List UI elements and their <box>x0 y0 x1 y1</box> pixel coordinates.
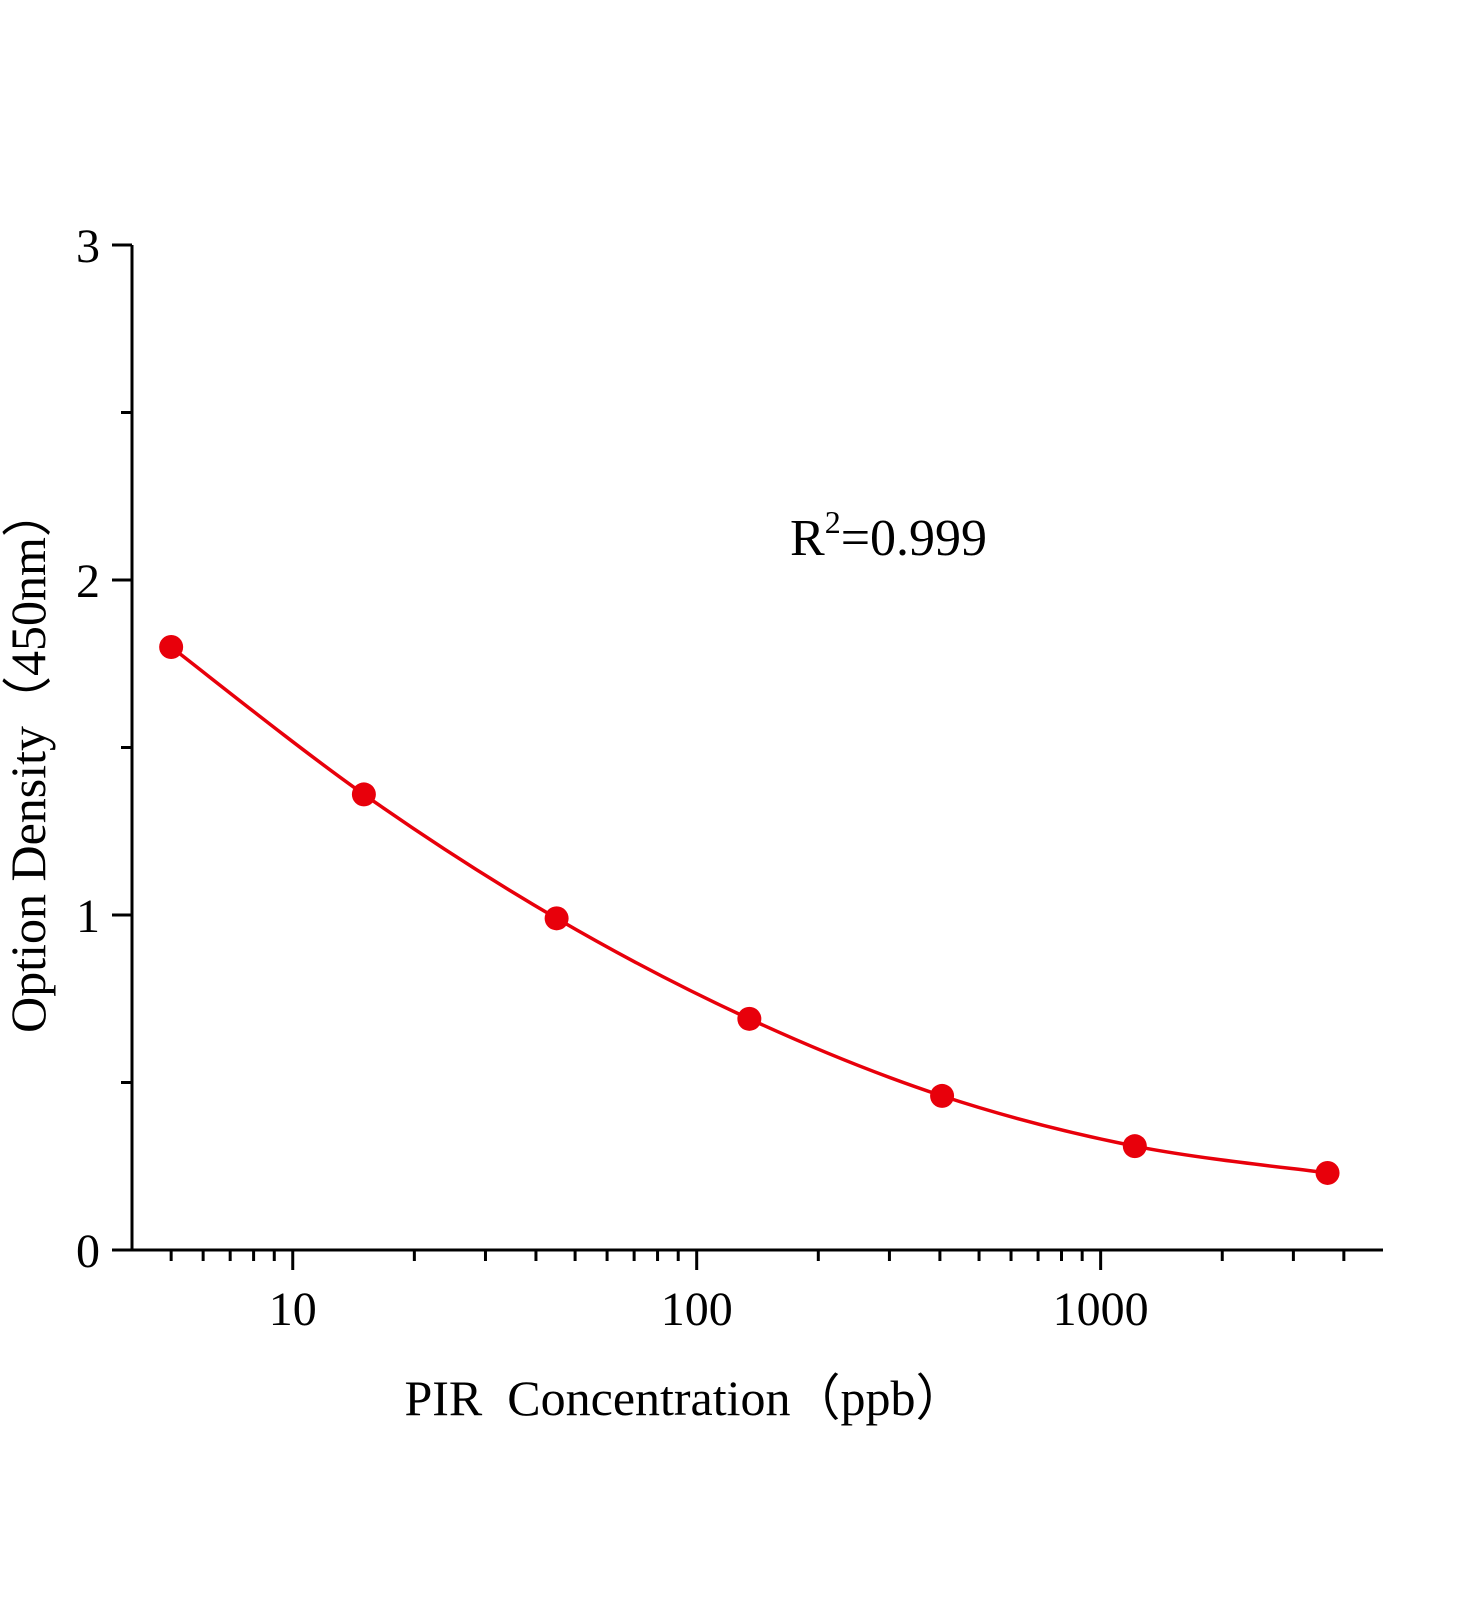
data-point <box>1315 1160 1340 1185</box>
r-squared-value: =0.999 <box>841 510 987 567</box>
x-tick-label: 100 <box>661 1283 733 1336</box>
x-tick-label: 1000 <box>1053 1283 1149 1336</box>
data-point <box>159 635 184 659</box>
y-tick-label: 2 <box>76 555 100 608</box>
y-tick-label: 3 <box>76 220 100 273</box>
data-point <box>1122 1134 1147 1159</box>
x-axis-label: PIR Concentration（ppb） <box>404 1370 965 1426</box>
y-tick-label: 0 <box>76 1225 100 1278</box>
fit-curve <box>170 645 1328 1175</box>
data-point <box>544 906 569 931</box>
y-axis-label: Option Density（450nm） <box>0 487 56 1033</box>
plot-area <box>159 635 1340 1185</box>
x-tick-label: 10 <box>269 1283 317 1336</box>
r-squared-annotation: R2=0.999 <box>790 504 987 567</box>
ticks: 0 1 2 3 10 100 1000 <box>76 220 1346 1336</box>
y-tick-label: 1 <box>76 890 100 943</box>
data-point <box>351 782 376 807</box>
data-point <box>737 1006 762 1031</box>
data-point <box>930 1083 955 1108</box>
axes <box>130 245 1383 1252</box>
r-squared-base: R <box>790 510 825 567</box>
r-squared-sup: 2 <box>825 504 841 540</box>
